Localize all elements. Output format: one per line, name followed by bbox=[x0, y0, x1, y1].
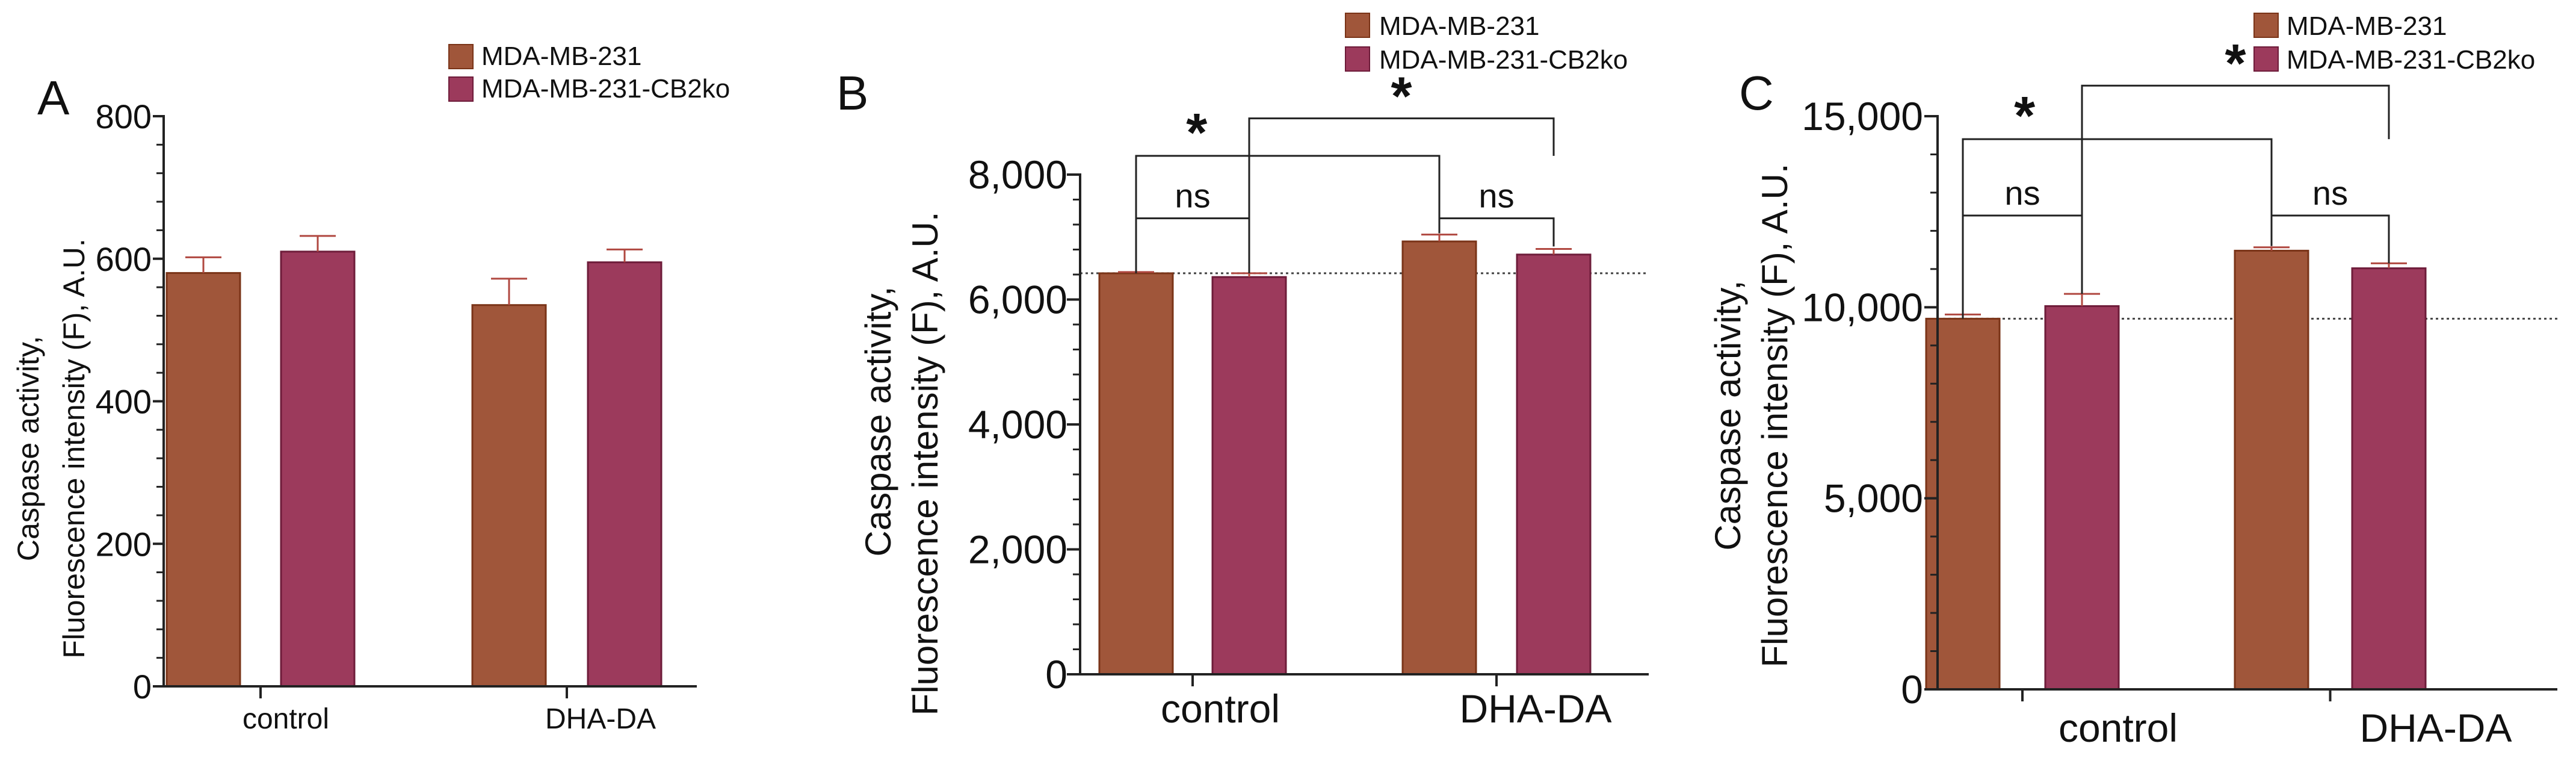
bar-c-control-s2 bbox=[2044, 305, 2120, 691]
y-axis-label-b-line1: Caspase activity, bbox=[858, 286, 898, 556]
significance-bracket-b-4 bbox=[1248, 117, 1555, 219]
bar-a-dhada-s1 bbox=[471, 304, 547, 688]
y-tick-label-b-2: 4,000 bbox=[968, 402, 1067, 447]
y-axis-label-c-line2: Fluorescence intensity (F), A.U. bbox=[1755, 164, 1795, 668]
panel-letter-a: A bbox=[37, 71, 70, 125]
bar-a-control-s2 bbox=[280, 250, 356, 688]
legend-label-a-1: MDA-MB-231 bbox=[481, 42, 642, 71]
bar-a-control-s1 bbox=[165, 272, 241, 688]
panel-b: B Caspase activity, Fluorescence intensi… bbox=[836, 11, 1649, 731]
plot-c: 0 5,000 10,000 15,000 ns ns * * bbox=[1802, 34, 2557, 712]
legend-swatch-b-1 bbox=[1345, 13, 1370, 38]
panel-a: A Caspase activity, Fluorescence intensi… bbox=[11, 42, 730, 735]
legend-swatch-c-2 bbox=[2253, 46, 2279, 72]
bar-b-control-s1 bbox=[1098, 272, 1174, 675]
y-axis-label-a-line1: Caspase activity, bbox=[11, 336, 45, 561]
y-tick-label-a-3: 600 bbox=[96, 240, 152, 278]
category-label-c-dha-da: DHA-DA bbox=[2359, 706, 2512, 750]
y-tick-label-c-0: 0 bbox=[1901, 667, 1923, 712]
significance-label-c-1: ns bbox=[2004, 174, 2040, 212]
y-tick-label-c-1: 5,000 bbox=[1824, 476, 1923, 521]
legend-a: MDA-MB-231 MDA-MB-231-CB2ko bbox=[448, 42, 730, 104]
y-axis-label-c-line1: Caspase activity, bbox=[1708, 280, 1748, 550]
legend-c: MDA-MB-231 MDA-MB-231-CB2ko bbox=[2253, 11, 2535, 75]
legend-label-a-2: MDA-MB-231-CB2ko bbox=[481, 74, 730, 104]
legend-swatch-a-2 bbox=[448, 76, 474, 102]
plot-a: 0 200 400 600 800 bbox=[96, 98, 697, 706]
legend-b: MDA-MB-231 MDA-MB-231-CB2ko bbox=[1345, 11, 1628, 75]
bar-b-dhada-s2 bbox=[1516, 253, 1592, 675]
bar-a-dhada-s2 bbox=[587, 261, 663, 688]
significance-bracket-c-4 bbox=[2081, 84, 2390, 216]
category-label-a-dha-da: DHA-DA bbox=[545, 703, 656, 735]
legend-label-b-2: MDA-MB-231-CB2ko bbox=[1379, 45, 1628, 75]
category-label-b-dha-da: DHA-DA bbox=[1459, 686, 1611, 731]
y-tick-label-a-4: 800 bbox=[96, 98, 152, 135]
y-tick-label-b-3: 6,000 bbox=[968, 278, 1067, 322]
y-tick-label-c-2: 10,000 bbox=[1802, 285, 1923, 329]
significance-label-b-2: ns bbox=[1478, 177, 1514, 215]
legend-label-b-1: MDA-MB-231 bbox=[1379, 11, 1540, 41]
category-label-a-control: control bbox=[242, 703, 329, 735]
y-tick-label-b-0: 0 bbox=[1045, 652, 1067, 697]
legend-swatch-c-1 bbox=[2253, 13, 2279, 38]
significance-label-b-3: * bbox=[1186, 103, 1207, 163]
plot-b: 0 2,000 4,000 6,000 8,000 ns ns * * bbox=[968, 67, 1649, 697]
bar-c-dhada-s1 bbox=[2234, 249, 2309, 691]
category-label-b-control: control bbox=[1161, 686, 1280, 731]
significance-bracket-c-1 bbox=[1962, 214, 2083, 319]
legend-label-c-2: MDA-MB-231-CB2ko bbox=[2287, 45, 2535, 75]
panel-letter-b: B bbox=[836, 66, 868, 120]
y-axis-label-b-line2: Fluorescence intensity (F), A.U. bbox=[905, 212, 945, 716]
y-tick-label-a-2: 400 bbox=[96, 383, 152, 421]
significance-label-c-2: ns bbox=[2312, 174, 2348, 212]
legend-swatch-a-1 bbox=[448, 44, 474, 69]
y-tick-label-a-0: 0 bbox=[133, 668, 152, 706]
legend-swatch-b-2 bbox=[1345, 46, 1370, 72]
significance-label-b-4: * bbox=[1391, 67, 1412, 127]
bar-b-control-s2 bbox=[1211, 276, 1287, 675]
significance-bracket-c-2 bbox=[2270, 214, 2390, 264]
significance-label-c-4: * bbox=[2225, 34, 2246, 94]
bar-c-dhada-s2 bbox=[2351, 267, 2427, 691]
panel-c: C Caspase activity, Fluorescence intensi… bbox=[1708, 11, 2557, 750]
significance-bracket-b-1 bbox=[1135, 217, 1250, 273]
significance-bracket-b-3 bbox=[1135, 155, 1441, 219]
legend-label-c-1: MDA-MB-231 bbox=[2287, 11, 2447, 41]
y-tick-label-c-3: 15,000 bbox=[1802, 94, 1923, 138]
y-tick-label-b-4: 8,000 bbox=[968, 152, 1067, 197]
panel-letter-c: C bbox=[1739, 66, 1774, 120]
significance-bracket-b-2 bbox=[1438, 217, 1555, 247]
y-tick-label-a-1: 200 bbox=[96, 525, 152, 563]
significance-label-b-1: ns bbox=[1175, 177, 1210, 215]
significance-label-c-3: * bbox=[2014, 86, 2035, 146]
y-tick-label-b-1: 2,000 bbox=[968, 527, 1067, 572]
bar-b-dhada-s1 bbox=[1401, 240, 1477, 675]
category-label-c-control: control bbox=[2059, 706, 2178, 750]
significance-bracket-c-3 bbox=[1962, 138, 2273, 216]
y-axis-label-a-line2: Fluorescence intensity (F), A.U. bbox=[57, 238, 91, 658]
